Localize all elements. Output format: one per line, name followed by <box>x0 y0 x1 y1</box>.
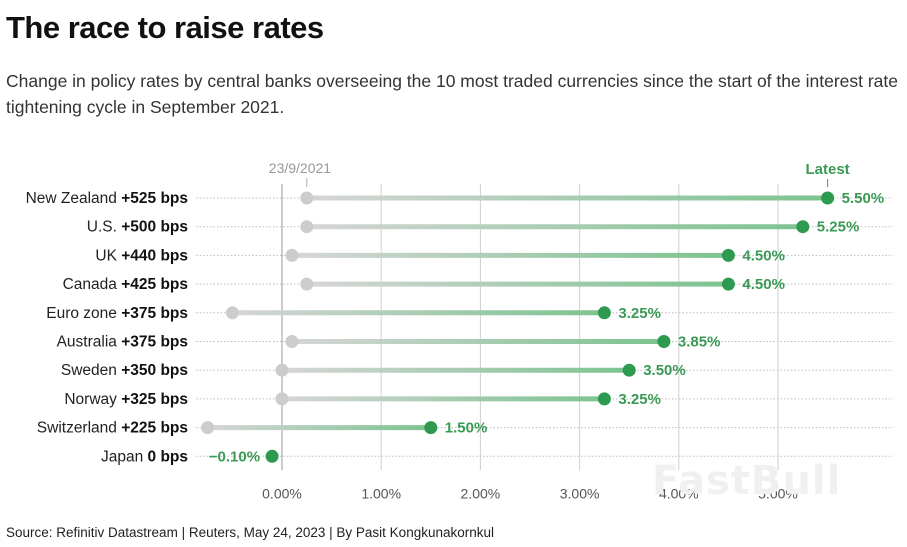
x-tick-label: 0.00% <box>262 485 302 501</box>
latest-dot <box>622 363 636 377</box>
latest-dot <box>721 248 735 262</box>
x-tick-label: 3.00% <box>560 485 600 501</box>
dot-range-chart: 0.00% 1.00% 2.00% 3.00% 4.00% 5.00% 23/9/2021 L… <box>26 160 893 501</box>
start-dot <box>275 392 289 406</box>
x-tick-label: 1.00% <box>361 485 401 501</box>
country-name: U.S. <box>87 219 121 236</box>
row-label: Japan 0 bps <box>101 448 188 465</box>
x-tick-label: 4.00% <box>659 485 699 501</box>
country-name: Euro zone <box>46 305 121 322</box>
change-bps: +375 bps <box>121 334 188 351</box>
latest-value-label: 4.50% <box>742 247 785 264</box>
country-name: Norway <box>64 391 121 408</box>
start-dot <box>300 220 314 234</box>
latest-value-label: 3.25% <box>618 391 661 408</box>
country-name: Switzerland <box>37 420 121 437</box>
latest-value-label: 4.50% <box>742 276 785 293</box>
start-dot <box>285 248 299 262</box>
row-label: U.S. +500 bps <box>87 219 188 236</box>
latest-dot <box>597 306 611 320</box>
latest-dot <box>721 277 735 291</box>
change-bps: +525 bps <box>121 190 188 207</box>
latest-dot <box>597 392 611 406</box>
latest-value-label: 3.85% <box>678 334 721 351</box>
row-label: Australia +375 bps <box>57 334 188 351</box>
row-label: Canada +425 bps <box>63 276 188 293</box>
row-label: Sweden +350 bps <box>61 362 188 379</box>
start-dot <box>285 335 299 348</box>
row-label: New Zealand +525 bps <box>26 190 188 207</box>
row-label: Norway +325 bps <box>64 391 188 408</box>
country-name: Australia <box>57 334 122 351</box>
latest-dot <box>424 421 438 435</box>
latest-value-label: −0.10% <box>209 448 260 465</box>
x-tick-label: 2.00% <box>461 485 501 501</box>
source-note: Source: Refinitiv Datastream | Reuters, … <box>6 525 494 540</box>
latest-label: Latest <box>806 161 850 178</box>
row-label: Euro zone +375 bps <box>46 305 188 322</box>
watermark-logo: FastBull <box>652 458 842 504</box>
x-tick-label: 5.00% <box>758 485 798 501</box>
change-bps: +425 bps <box>121 276 188 293</box>
label-layer: 0.00% 1.00% 2.00% 3.00% 4.00% 5.00% 23/9/2021 L… <box>26 160 885 501</box>
chart-title: The race to raise rates <box>6 10 324 45</box>
row-label: Switzerland +225 bps <box>37 420 188 437</box>
change-bps: 0 bps <box>148 448 188 465</box>
latest-value-label: 5.50% <box>842 190 885 207</box>
start-date-label: 23/9/2021 <box>269 160 331 176</box>
row-label: UK +440 bps <box>95 247 188 264</box>
country-name: Japan <box>101 448 148 465</box>
latest-dot <box>657 335 671 348</box>
change-bps: +375 bps <box>121 305 188 322</box>
country-name: UK <box>95 247 121 264</box>
latest-value-label: 1.50% <box>445 420 488 437</box>
latest-value-label: 3.25% <box>618 305 661 322</box>
change-bps: +225 bps <box>121 420 188 437</box>
country-name: Canada <box>63 276 122 293</box>
start-dot <box>201 421 215 435</box>
start-dot <box>300 191 314 205</box>
change-bps: +325 bps <box>121 391 188 408</box>
bar-layer <box>201 191 835 463</box>
latest-dot <box>265 449 279 463</box>
change-bps: +350 bps <box>121 362 188 379</box>
start-dot <box>300 277 314 291</box>
latest-value-label: 5.25% <box>817 219 860 236</box>
country-name: Sweden <box>61 362 121 379</box>
latest-value-label: 3.50% <box>643 362 686 379</box>
change-bps: +440 bps <box>121 247 188 264</box>
latest-dot <box>796 220 810 234</box>
start-dot <box>225 306 239 320</box>
change-bps: +500 bps <box>121 219 188 236</box>
country-name: New Zealand <box>26 190 122 207</box>
latest-dot <box>821 191 835 205</box>
chart-subtitle: Change in policy rates by central banks … <box>6 71 899 117</box>
start-dot <box>275 363 289 377</box>
